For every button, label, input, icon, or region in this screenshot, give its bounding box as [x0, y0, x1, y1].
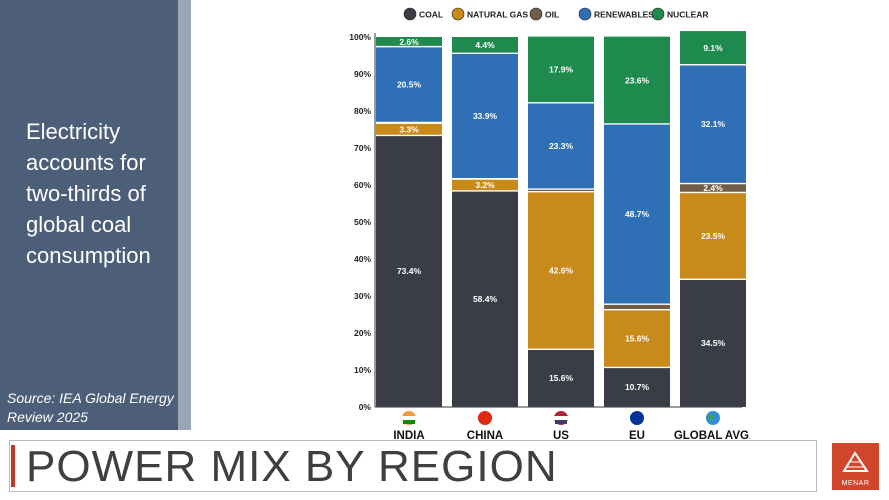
bar-segment [604, 36, 670, 124]
data-label: 2.6% [399, 37, 419, 47]
y-tick-label: 60% [354, 180, 371, 190]
bar-segment [680, 183, 746, 193]
data-label: 20.5% [397, 80, 422, 90]
bar-segment [452, 53, 518, 179]
data-label: 23.5% [701, 231, 726, 241]
data-label: 23.6% [625, 75, 650, 85]
data-label: 42.6% [549, 265, 574, 275]
india-flag-icon [402, 411, 416, 425]
china-flag-icon [478, 411, 492, 425]
data-label: 48.7% [625, 209, 650, 219]
y-tick-label: 10% [354, 365, 371, 375]
footer-title: POWER MIX BY REGION [26, 442, 558, 491]
data-label: 73.4% [397, 266, 422, 276]
bar-segment [452, 37, 518, 54]
data-label: 33.9% [473, 111, 498, 121]
y-tick-label: 20% [354, 328, 371, 338]
y-tick-label: 90% [354, 69, 371, 79]
headline: Electricity accounts for two-thirds of g… [26, 119, 151, 268]
data-label: 3.3% [399, 124, 419, 134]
bar-segment [376, 135, 442, 408]
data-label: 17.9% [549, 65, 574, 75]
bar-segment [604, 309, 670, 368]
power-mix-chart: 0% 10% 20% 30% 40% 50% 60% 70% 80% 90% 100% COAL NAT… [349, 7, 750, 442]
category-label: US [553, 430, 569, 442]
data-label: 58.4% [473, 294, 498, 304]
logo-mark-icon [842, 451, 869, 472]
y-tick-label: 30% [354, 291, 371, 301]
bar-segment [452, 179, 518, 191]
menar-logo: MENAR [832, 443, 879, 490]
data-label: 15.6% [549, 373, 574, 383]
bar-segment [680, 31, 746, 65]
data-label: 2.4% [703, 183, 723, 193]
y-tick-label: 50% [354, 217, 371, 227]
legend-label: RENEWABLES [594, 10, 654, 20]
bar-segment [604, 304, 670, 310]
y-tick-label: 100% [349, 32, 371, 42]
bar-segment [376, 37, 442, 47]
data-label: 9.1% [703, 43, 723, 53]
legend-label: OIL [545, 10, 559, 20]
bar-segment [528, 36, 594, 103]
bar-segment [452, 190, 518, 407]
bar-segment [376, 123, 442, 136]
legend-swatch [403, 7, 417, 21]
legend-swatch [451, 7, 465, 21]
legend-label: NUCLEAR [667, 10, 709, 20]
globe-icon [706, 411, 720, 425]
source-note: Source: IEA Global Energy Review 2025 [7, 390, 174, 425]
bar-segment [680, 192, 746, 280]
side-panel-strip [178, 0, 191, 430]
bar-segment [680, 279, 746, 407]
legend-swatch [529, 7, 543, 21]
legend-swatch [651, 7, 665, 21]
y-tick-label: 70% [354, 143, 371, 153]
data-label: 3.2% [475, 180, 495, 190]
y-tick-label: 0% [359, 402, 372, 412]
bar-segment [528, 102, 594, 190]
data-label: 15.6% [625, 334, 650, 344]
legend-swatch [578, 7, 592, 21]
y-tick-label: 80% [354, 106, 371, 116]
logo-text: MENAR [841, 480, 870, 487]
bar-segment [528, 191, 594, 350]
bar-segment [528, 349, 594, 407]
y-tick-label: 40% [354, 254, 371, 264]
bar-segment [528, 189, 594, 192]
bar-segment [604, 123, 670, 305]
category-label: EU [629, 430, 645, 442]
data-label: 23.3% [549, 141, 574, 151]
category-label: INDIA [393, 430, 424, 442]
eu-flag-icon [630, 411, 644, 425]
data-label: 4.4% [475, 40, 495, 50]
data-label: 32.1% [701, 119, 726, 129]
legend-label: NATURAL GAS [467, 10, 528, 20]
data-label: 34.5% [701, 338, 726, 348]
bar-segment [680, 64, 746, 184]
data-label: 10.7% [625, 382, 650, 392]
category-label: GLOBAL AVG. [674, 430, 750, 442]
side-panel [0, 0, 178, 430]
bar-segment [604, 367, 670, 407]
category-label: CHINA [467, 430, 503, 442]
footer-bar [9, 440, 817, 492]
us-flag-icon [554, 411, 568, 425]
legend-label: COAL [419, 10, 443, 20]
footer-accent [11, 445, 15, 487]
bar-segment [376, 46, 442, 123]
